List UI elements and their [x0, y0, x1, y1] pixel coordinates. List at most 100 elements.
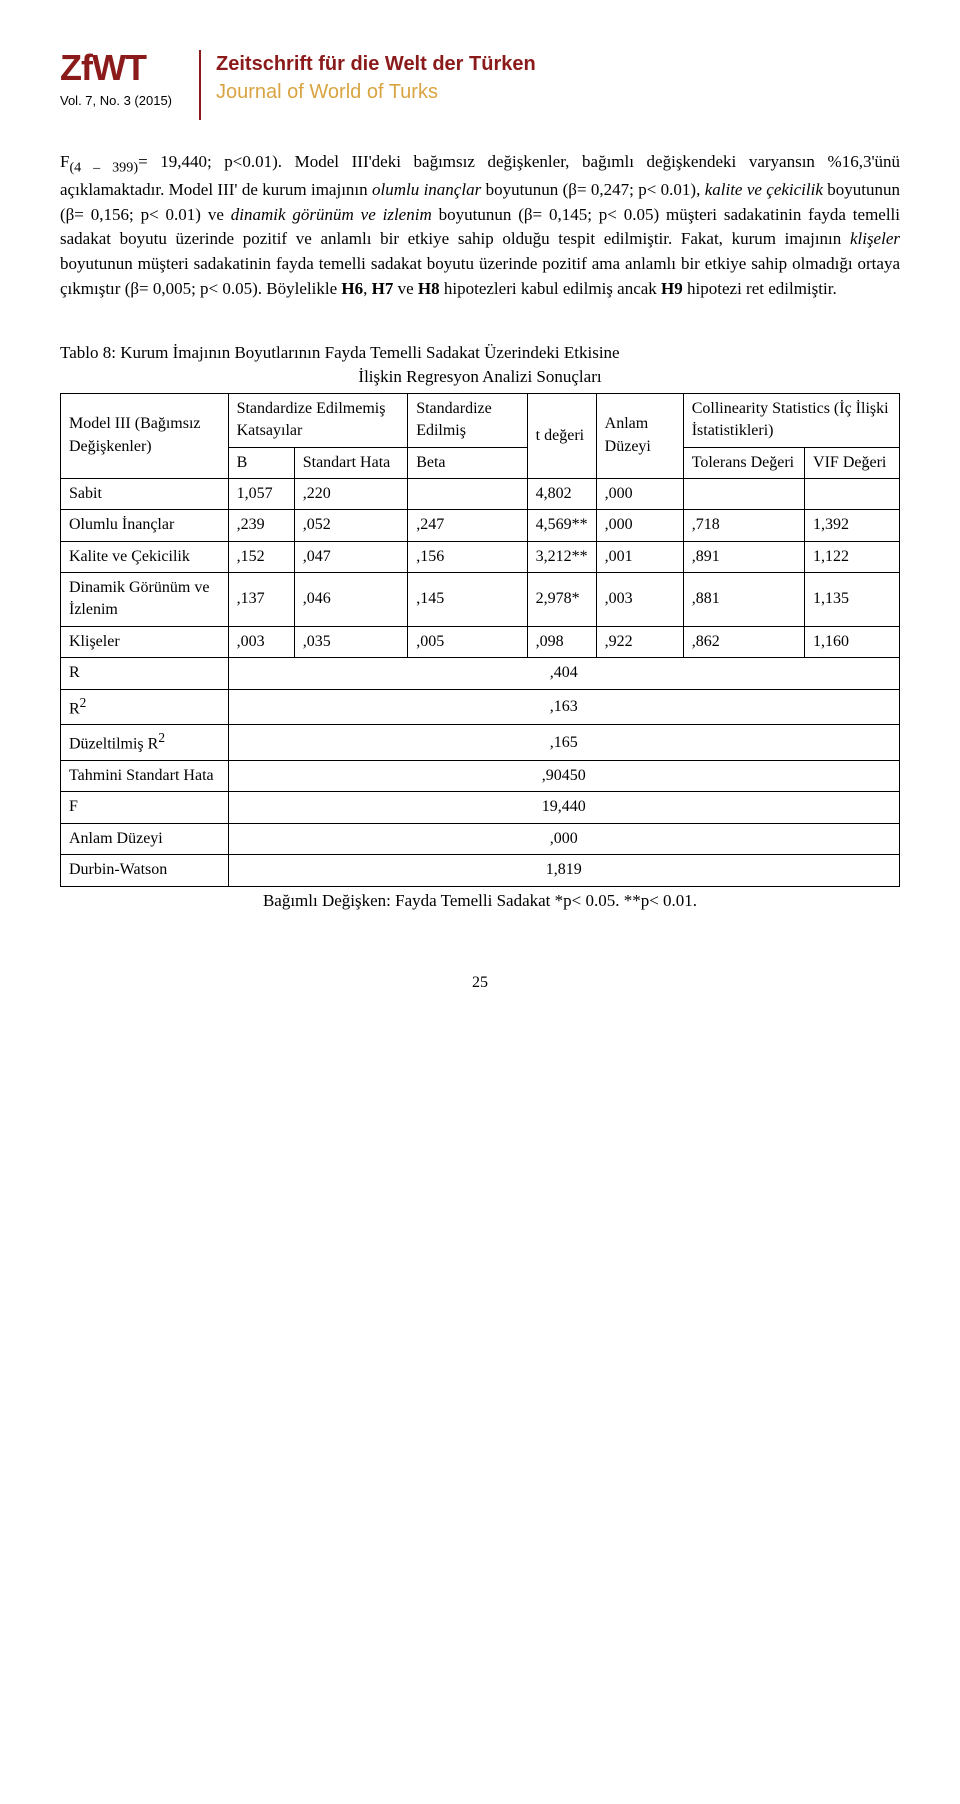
table-cell — [683, 478, 804, 509]
page-number: 25 — [60, 972, 900, 994]
stat-label: Düzeltilmiş R2 — [61, 725, 229, 761]
table-cell: 1,122 — [805, 541, 900, 572]
table-cell: 1,392 — [805, 510, 900, 541]
stat-value: 19,440 — [228, 792, 899, 823]
body-c1: , — [363, 279, 372, 298]
table-cell: 1,135 — [805, 573, 900, 627]
stat-value: 1,819 — [228, 855, 899, 886]
body-h9: H9 — [661, 279, 683, 298]
table-cell: 4,802 — [527, 478, 596, 509]
body-h8: H8 — [418, 279, 440, 298]
body-paragraph: F(4 – 399)= 19,440; p<0.01). Model III'd… — [60, 150, 900, 301]
table-cell: ,000 — [596, 478, 683, 509]
table-cell: ,005 — [408, 626, 527, 657]
stat-value: ,404 — [228, 658, 899, 689]
table-cell: ,862 — [683, 626, 804, 657]
table-cell: Klişeler — [61, 626, 229, 657]
stat-label: Anlam Düzeyi — [61, 823, 229, 854]
journal-title-en: Journal of World of Turks — [216, 78, 536, 106]
table-row: Klişeler,003,035,005,098,922,8621,160 — [61, 626, 900, 657]
body-sub: (4 – 399) — [69, 159, 138, 175]
table-cell: Kalite ve Çekicilik — [61, 541, 229, 572]
table-row: Sabit1,057,220 4,802,000 — [61, 478, 900, 509]
header-row-1: Model III (Bağımsız Değişkenler) Standar… — [61, 393, 900, 447]
stat-label: R — [61, 658, 229, 689]
body-i1: olumlu inançlar — [372, 180, 481, 199]
table-footer: Bağımlı Değişken: Fayda Temelli Sadakat … — [60, 889, 900, 913]
table-cell: ,922 — [596, 626, 683, 657]
table-cell: ,047 — [294, 541, 407, 572]
h-vif: VIF Değeri — [805, 447, 900, 478]
table-cell: ,239 — [228, 510, 294, 541]
journal-title-de: Zeitschrift für die Welt der Türken — [216, 50, 536, 78]
table-cell: ,137 — [228, 573, 294, 627]
table-cell: Dinamik Görünüm ve İzlenim — [61, 573, 229, 627]
body-i4: klişeler — [850, 229, 900, 248]
body-i2: kalite ve çekicilik — [705, 180, 823, 199]
table-cell: 4,569** — [527, 510, 596, 541]
h-b: B — [228, 447, 294, 478]
table-cell: ,098 — [527, 626, 596, 657]
table-cell: 1,160 — [805, 626, 900, 657]
h-tol: Tolerans Değeri — [683, 447, 804, 478]
stat-value: ,90450 — [228, 761, 899, 792]
table-cell: Sabit — [61, 478, 229, 509]
body-c2: ve — [393, 279, 418, 298]
stat-value: ,165 — [228, 725, 899, 761]
table-cell: ,001 — [596, 541, 683, 572]
journal-titles: Zeitschrift für die Welt der Türken Jour… — [216, 50, 536, 106]
stat-row: Anlam Düzeyi,000 — [61, 823, 900, 854]
h-model: Model III (Bağımsız Değişkenler) — [61, 393, 229, 478]
h-collin: Collinearity Statistics (İç İlişki İstat… — [683, 393, 899, 447]
stat-value: ,163 — [228, 689, 899, 725]
table-cell: ,891 — [683, 541, 804, 572]
table-cell: ,052 — [294, 510, 407, 541]
body-t2: boyutunun (β= 0,247; p< 0.01), — [481, 180, 705, 199]
table-cell — [408, 478, 527, 509]
table-cell: ,156 — [408, 541, 527, 572]
body-t6: hipotezleri kabul edilmiş ancak — [440, 279, 661, 298]
header-divider — [199, 50, 201, 120]
stat-row: F19,440 — [61, 792, 900, 823]
table-cell — [805, 478, 900, 509]
table-cell: ,145 — [408, 573, 527, 627]
stat-label: Tahmini Standart Hata — [61, 761, 229, 792]
h-std: Standardize Edilmiş — [408, 393, 527, 447]
stat-row: R2,163 — [61, 689, 900, 725]
body-t7: hipotezi ret edilmiştir. — [683, 279, 837, 298]
table-title: Tablo 8: Kurum İmajının Boyutlarının Fay… — [60, 341, 900, 365]
journal-logo: ZfWT — [60, 50, 172, 86]
body-i3: dinamik görünüm ve izlenim — [231, 205, 432, 224]
table-cell: ,718 — [683, 510, 804, 541]
table-row: Kalite ve Çekicilik,152,047,1563,212**,0… — [61, 541, 900, 572]
table-cell: ,247 — [408, 510, 527, 541]
table-cell: 1,057 — [228, 478, 294, 509]
table-cell: ,220 — [294, 478, 407, 509]
h-beta: Beta — [408, 447, 527, 478]
h-anlam: Anlam Düzeyi — [596, 393, 683, 478]
stat-row: Tahmini Standart Hata,90450 — [61, 761, 900, 792]
h-t: t değeri — [527, 393, 596, 478]
table-cell: ,003 — [596, 573, 683, 627]
table-cell: Olumlu İnançlar — [61, 510, 229, 541]
body-h7: H7 — [372, 279, 394, 298]
h-stdhata: Standart Hata — [294, 447, 407, 478]
table-subtitle: İlişkin Regresyon Analizi Sonuçları — [60, 365, 900, 389]
logo-block: ZfWT Vol. 7, No. 3 (2015) — [60, 50, 172, 110]
stat-label: F — [61, 792, 229, 823]
stat-row: Düzeltilmiş R2,165 — [61, 725, 900, 761]
table-cell: ,000 — [596, 510, 683, 541]
table-cell: ,003 — [228, 626, 294, 657]
table-cell: ,046 — [294, 573, 407, 627]
table-row: Dinamik Görünüm ve İzlenim,137,046,1452,… — [61, 573, 900, 627]
table-block: Tablo 8: Kurum İmajının Boyutlarının Fay… — [60, 341, 900, 912]
regression-table: Model III (Bağımsız Değişkenler) Standar… — [60, 393, 900, 887]
stat-label: Durbin-Watson — [61, 855, 229, 886]
stat-row: R,404 — [61, 658, 900, 689]
volume-issue: Vol. 7, No. 3 (2015) — [60, 92, 172, 110]
table-cell: 3,212** — [527, 541, 596, 572]
stat-row: Durbin-Watson1,819 — [61, 855, 900, 886]
stat-label: R2 — [61, 689, 229, 725]
table-cell: ,152 — [228, 541, 294, 572]
table-cell: ,881 — [683, 573, 804, 627]
